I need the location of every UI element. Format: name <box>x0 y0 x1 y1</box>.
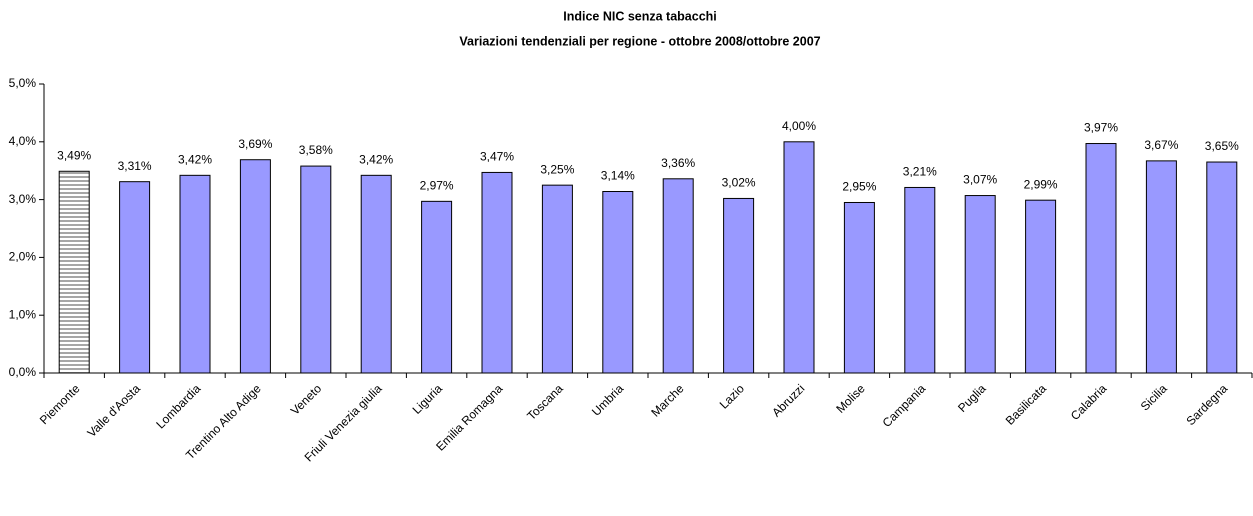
chart-subtitle: Variazioni tendenziali per regione - ott… <box>459 34 820 48</box>
x-tick-label: Liguria <box>410 381 446 417</box>
bar <box>481 171 513 374</box>
value-label: 3,02% <box>722 176 756 190</box>
value-label: 3,42% <box>178 152 212 166</box>
value-label: 2,97% <box>420 179 454 193</box>
value-label: 3,25% <box>540 162 574 176</box>
y-tick-label: 2,0% <box>9 250 37 264</box>
y-tick-label: 3,0% <box>9 192 37 206</box>
x-tick-label: Abruzzi <box>769 381 807 419</box>
x-tick-label: Piemonte <box>37 381 83 427</box>
value-label: 3,07% <box>963 173 997 187</box>
bar <box>239 159 271 374</box>
x-tick-label: Lazio <box>717 381 747 411</box>
value-label: 3,47% <box>480 150 514 164</box>
value-label: 3,58% <box>299 143 333 157</box>
value-label: 3,49% <box>57 148 91 162</box>
value-label: 3,31% <box>118 159 152 173</box>
x-tick-label: Calabria <box>1068 381 1110 423</box>
y-tick-label: 4,0% <box>9 134 37 148</box>
x-tick-label: Sardegna <box>1183 381 1230 428</box>
bar <box>1025 199 1057 374</box>
bar <box>662 178 694 374</box>
value-label: 3,14% <box>601 169 635 183</box>
x-tick-label: Molise <box>833 381 868 416</box>
x-tick-label: Valle d'Aosta <box>84 381 143 440</box>
bar <box>360 174 392 374</box>
y-tick-label: 0,0% <box>9 365 37 379</box>
bar <box>421 200 453 374</box>
value-label: 3,65% <box>1205 139 1239 153</box>
x-tick-label: Toscana <box>524 381 566 423</box>
bar <box>119 181 151 374</box>
value-label: 3,67% <box>1144 138 1178 152</box>
bar <box>783 141 815 374</box>
bar <box>300 165 332 374</box>
value-label: 3,21% <box>903 165 937 179</box>
bar <box>541 184 573 374</box>
value-label: 3,97% <box>1084 121 1118 135</box>
x-tick-label: Umbria <box>589 381 626 418</box>
x-tick-label: Sicilia <box>1138 381 1170 413</box>
bar <box>1085 143 1117 374</box>
y-tick-label: 5,0% <box>9 76 37 90</box>
x-tick-label: Marche <box>648 381 686 419</box>
value-label: 3,69% <box>238 137 272 151</box>
y-tick-label: 1,0% <box>9 307 37 321</box>
x-tick-label: Veneto <box>288 381 325 418</box>
bar <box>1145 160 1177 374</box>
x-tick-label: Basilicata <box>1003 381 1049 427</box>
x-tick-label: Lombardia <box>153 381 203 431</box>
chart-title: Indice NIC senza tabacchi <box>563 9 717 23</box>
bar <box>58 170 90 374</box>
value-label: 4,00% <box>782 119 816 133</box>
bar <box>1206 161 1238 374</box>
value-label: 2,99% <box>1024 177 1058 191</box>
bar <box>843 201 875 374</box>
value-label: 3,42% <box>359 152 393 166</box>
bar <box>964 195 996 374</box>
bar <box>179 174 211 374</box>
bar <box>602 191 634 374</box>
value-label: 3,36% <box>661 156 695 170</box>
x-tick-label: Puglia <box>955 381 989 415</box>
bar <box>904 186 936 374</box>
value-label: 2,95% <box>842 180 876 194</box>
bar <box>723 197 755 374</box>
x-tick-label: Campania <box>880 381 929 430</box>
